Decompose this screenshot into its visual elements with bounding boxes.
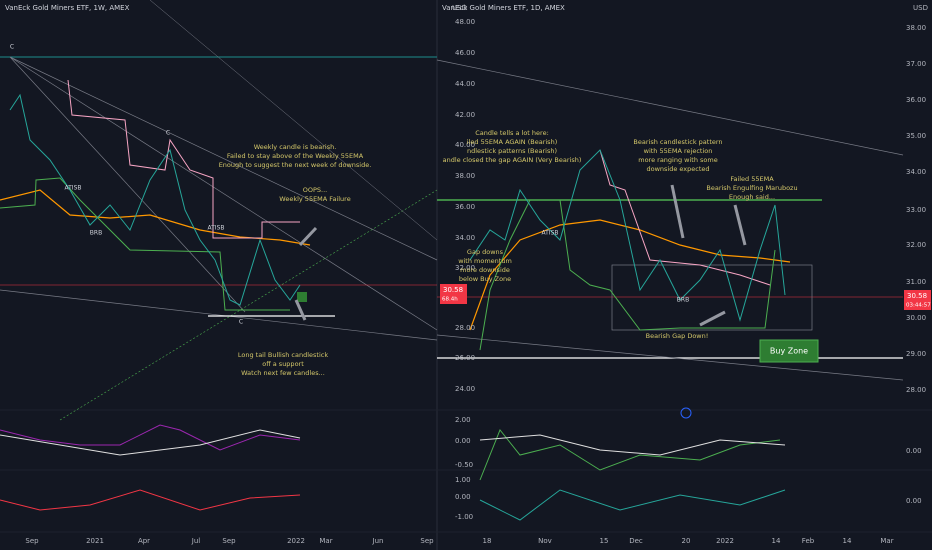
time-label: Dec — [629, 537, 643, 545]
time-label: Mar — [319, 537, 332, 545]
price-badge — [440, 284, 467, 304]
indicator-tick: -1.00 — [455, 513, 473, 521]
annotation: Weekly 55EMA Failure — [279, 195, 350, 203]
time-label: 2021 — [86, 537, 104, 545]
time-label: 2022 — [716, 537, 734, 545]
time-label: Sep — [222, 537, 236, 545]
annotation: OOPS... — [303, 186, 327, 194]
marker: BRB — [677, 297, 689, 304]
time-label: Jul — [191, 537, 201, 545]
indicator-tick: 2.00 — [455, 416, 471, 424]
time-label: Sep — [420, 537, 434, 545]
indicator-tick: 1.00 — [455, 476, 471, 484]
price-tick: 32.00 — [455, 264, 475, 272]
marker: C — [166, 130, 170, 137]
price-tick: 42.00 — [455, 111, 475, 119]
annotation: below Buy Zone — [459, 275, 511, 283]
annotation: with 55EMA rejection — [644, 147, 713, 155]
price-tick: 24.00 — [455, 385, 475, 393]
price-tick: 32.00 — [906, 241, 926, 249]
chart-title: VanEck Gold Miners ETF, 1W, AMEX — [5, 4, 130, 12]
price-tick: 34.00 — [455, 234, 475, 242]
price-badge-countdown: 68.4h — [442, 297, 458, 303]
indicator-tick: -0.50 — [455, 461, 473, 469]
indicator-tick: 0.00 — [455, 493, 471, 501]
annotation: Bearish candlestick pattern — [633, 138, 722, 146]
annotation: Candle tells a lot here: — [475, 129, 549, 137]
time-label: Jun — [372, 537, 384, 545]
time-label: 20 — [682, 537, 691, 545]
price-tick: 29.00 — [906, 350, 926, 358]
annotation: Watch next few candles... — [241, 369, 325, 377]
time-label: 15 — [600, 537, 609, 545]
marker: C — [10, 44, 14, 51]
annotation: Enough said... — [729, 193, 775, 201]
annotation: with momentum — [458, 257, 512, 265]
marker: ATISB — [208, 225, 225, 232]
time-label: Apr — [138, 537, 150, 545]
price-tick: 36.00 — [906, 96, 926, 104]
annotation: more ranging with some — [638, 156, 717, 164]
price-badge — [904, 290, 931, 310]
annotation: more downside — [460, 266, 510, 274]
price-tick: 28.00 — [455, 324, 475, 332]
annotation: off a support — [262, 360, 304, 368]
annotation: Long tail Bullish candlestick — [238, 351, 328, 359]
time-label: Nov — [538, 537, 552, 545]
time-label: Mar — [880, 537, 893, 545]
annotation: iled 55EMA AGAIN (Bearish) — [467, 138, 557, 146]
annotation: ndlestick patterns (Bearish) — [467, 147, 557, 155]
time-label: 18 — [483, 537, 492, 545]
price-tick: 30.00 — [906, 314, 926, 322]
time-label: Sep — [25, 537, 39, 545]
marker: ATISB — [542, 230, 559, 237]
price-tick: 40.00 — [455, 141, 475, 149]
annotation: Failed 55EMA — [730, 175, 774, 183]
indicator-tick: 0.00 — [455, 437, 471, 445]
indicator-tick: 0.00 — [906, 497, 922, 505]
currency: USD — [913, 4, 928, 12]
left-drawings — [0, 0, 438, 511]
time-label: Feb — [802, 537, 815, 545]
time-label: 14 — [843, 537, 852, 545]
price-tick: 38.00 — [906, 24, 926, 32]
price-tick: 35.00 — [906, 132, 926, 140]
price-tick: 34.00 — [906, 168, 926, 176]
price-tick: 46.00 — [455, 49, 475, 57]
currency: USD — [452, 4, 467, 12]
buy-zone-label: Buy Zone — [770, 347, 808, 356]
marker: BRB — [90, 230, 102, 237]
panel-separators — [0, 409, 932, 533]
price-tick: 28.00 — [906, 386, 926, 394]
annotation: Bearish Gap Down! — [646, 332, 709, 340]
price-badge-countdown: 03:44:57 — [906, 303, 931, 309]
annotation: Enough to suggest the next week of downs… — [219, 161, 372, 169]
chart-title: VanEck Gold Miners ETF, 1D, AMEX — [442, 4, 565, 12]
annotation: Failed to stay above of the Weekly 55EMA — [227, 152, 364, 160]
price-tick: 26.00 — [455, 354, 475, 362]
marker: ATISB — [65, 185, 82, 192]
price-tick: 44.00 — [455, 80, 475, 88]
annotation: Bearish Engulfing Marubozu — [706, 184, 797, 192]
price-tick: 48.00 — [455, 18, 475, 26]
indicator-tick: 0.00 — [906, 447, 922, 455]
price-tick: 38.00 — [455, 172, 475, 180]
right-drawings — [436, 59, 904, 521]
price-badge-price: 30.58 — [907, 292, 927, 300]
price-tick: 33.00 — [906, 206, 926, 214]
price-tick: 31.00 — [906, 278, 926, 286]
time-label: 14 — [772, 537, 781, 545]
price-tick: 36.00 — [455, 203, 475, 211]
annotation: Gap downs — [467, 248, 504, 256]
marker: C — [239, 319, 243, 326]
annotation: andle closed the gap AGAIN (Very Bearish… — [443, 156, 582, 164]
price-tick: 37.00 — [906, 60, 926, 68]
annotation: downside expected — [646, 165, 709, 173]
price-badge-price: 30.58 — [443, 286, 463, 294]
annotation: Weekly candle is bearish. — [254, 143, 337, 151]
time-label: 2022 — [287, 537, 305, 545]
